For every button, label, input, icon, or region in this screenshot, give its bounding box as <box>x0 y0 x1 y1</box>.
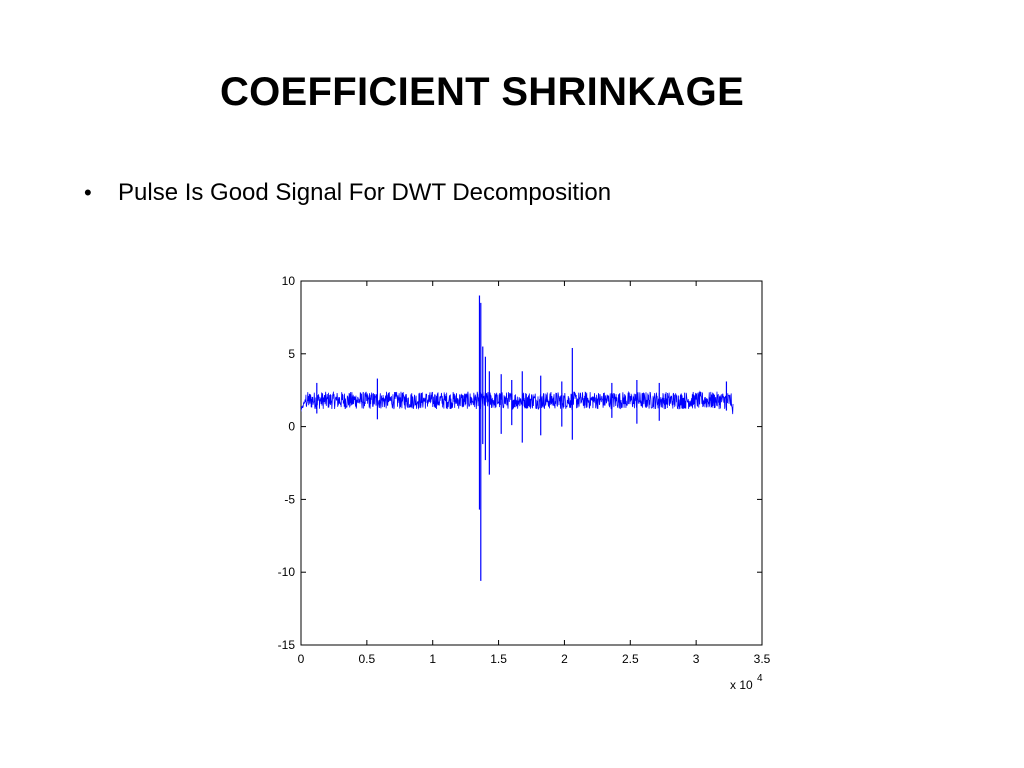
y-tick-label: 0 <box>288 420 295 434</box>
bullet-item: • Pulse Is Good Signal For DWT Decomposi… <box>84 176 611 210</box>
x-tick-label: 1 <box>429 652 436 666</box>
x-multiplier-label: x 10 <box>730 678 753 692</box>
x-tick-label: 2.5 <box>622 652 639 666</box>
signal-line <box>301 390 734 415</box>
y-tick-label: 5 <box>288 347 295 361</box>
x-tick-label: 0.5 <box>359 652 376 666</box>
y-tick-label: 10 <box>282 274 296 288</box>
x-multiplier-exponent: 4 <box>757 673 763 684</box>
x-tick-label: 0 <box>298 652 305 666</box>
x-tick-label: 2 <box>561 652 568 666</box>
bullet-text: Pulse Is Good Signal For DWT Decompositi… <box>118 179 612 206</box>
y-tick-label: -5 <box>284 492 295 506</box>
x-tick-label: 1.5 <box>490 652 507 666</box>
signal-series <box>301 295 734 581</box>
x-tick-label: 3.5 <box>754 652 771 666</box>
plot-area-frame <box>300 280 763 646</box>
axis-ticks: 0 0.5 1 1.5 2 2.5 3 3.5 10 5 0 -5 -10 -15 <box>278 274 771 666</box>
bullet-dot: • <box>84 180 92 205</box>
y-tick-label: -10 <box>278 565 296 579</box>
y-tick-label: -15 <box>278 638 296 652</box>
slide-title: COEFFICIENT SHRINKAGE <box>219 70 745 114</box>
x-tick-label: 3 <box>693 652 700 666</box>
